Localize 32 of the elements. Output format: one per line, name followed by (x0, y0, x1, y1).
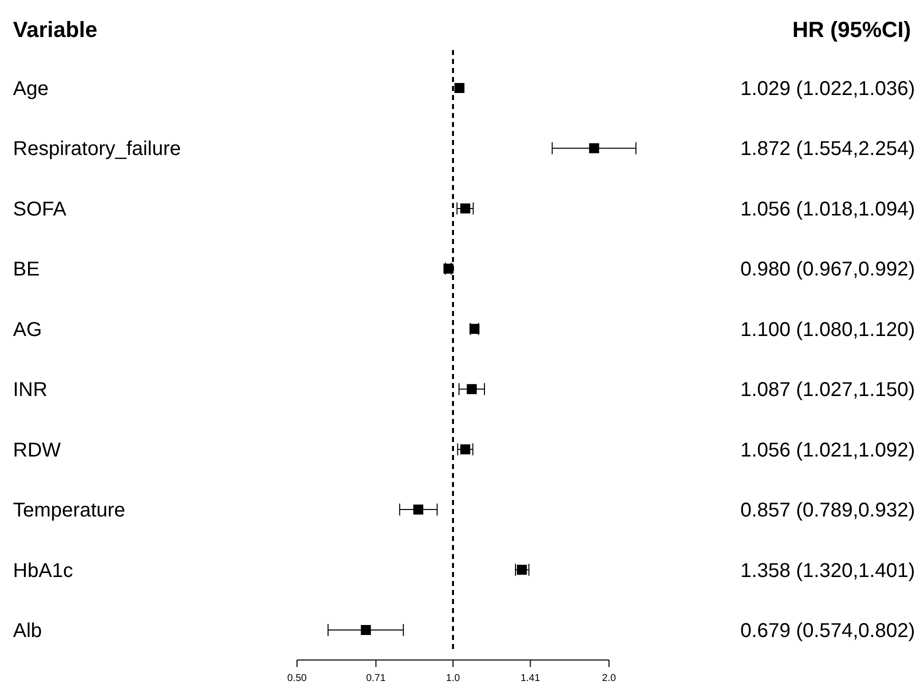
y-tick-label: BE (13, 258, 40, 281)
x-tick-label: 0.71 (366, 673, 386, 684)
x-tick-label: 1.0 (446, 673, 460, 684)
data-label: 0.679 (0.574,0.802) (740, 620, 915, 642)
data-label: 1.358 (1.320,1.401) (740, 560, 915, 582)
y-tick-label: Temperature (13, 500, 126, 522)
y-tick-label: RDW (13, 439, 61, 462)
point (460, 203, 470, 214)
data-label: 1.087 (1.027,1.150) (740, 379, 915, 402)
x-tick-label: 2.0 (602, 673, 616, 684)
point (516, 564, 527, 575)
data-label: 0.980 (0.967,0.992) (740, 258, 915, 281)
data-label: 1.056 (1.021,1.092) (740, 439, 915, 462)
text: HR (95%CI) (792, 17, 911, 42)
y-tick-label: Alb (13, 620, 42, 642)
x-tick-label: 1.41 (520, 673, 540, 684)
y-tick-label: INR (13, 379, 48, 402)
data-label: 1.056 (1.018,1.094) (740, 198, 915, 220)
data-label: 1.029 (1.022,1.036) (740, 78, 915, 100)
point (466, 384, 477, 394)
x-tick-label: 0.50 (287, 673, 308, 684)
y-tick-label: AG (13, 318, 42, 341)
data-label: 0.857 (0.789,0.932) (740, 500, 915, 522)
y-tick-label: SOFA (13, 198, 68, 220)
data-label: 1.100 (1.080,1.120) (740, 318, 915, 341)
y-axis-title: Variable (13, 17, 98, 42)
y-tick-label: Age (13, 78, 49, 100)
point (460, 444, 470, 454)
y-tick-label: HbA1c (13, 560, 74, 582)
y-tick-label: Respiratory_failure (13, 138, 181, 160)
data-label: 1.872 (1.554,2.254) (740, 138, 915, 160)
point (454, 83, 464, 93)
